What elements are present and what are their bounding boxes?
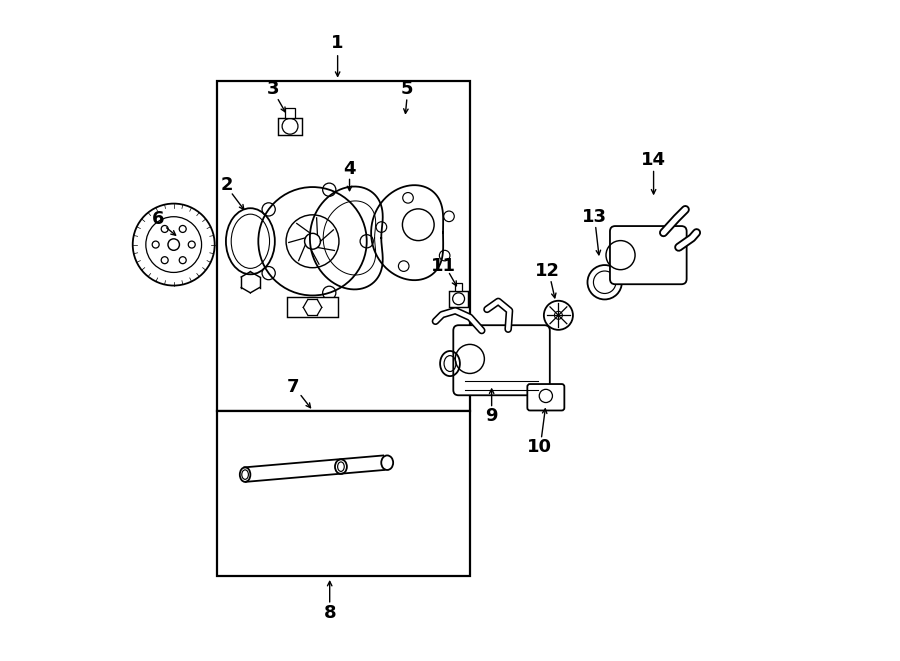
Text: 10: 10	[526, 438, 552, 457]
FancyBboxPatch shape	[527, 384, 564, 410]
Text: 9: 9	[485, 407, 498, 426]
Text: 8: 8	[323, 604, 336, 623]
Text: 14: 14	[641, 151, 666, 169]
Text: 13: 13	[581, 208, 607, 226]
Bar	[285, 108, 294, 118]
Text: 3: 3	[266, 80, 279, 98]
Bar	[217, 81, 470, 411]
Bar	[449, 291, 468, 307]
Text: 5: 5	[400, 80, 413, 98]
Bar	[287, 297, 338, 317]
Text: 12: 12	[536, 262, 561, 280]
FancyBboxPatch shape	[610, 226, 687, 284]
Text: 1: 1	[331, 34, 344, 52]
Text: 2: 2	[220, 176, 233, 194]
Bar	[455, 283, 462, 291]
Text: 6: 6	[151, 210, 164, 229]
FancyBboxPatch shape	[454, 325, 550, 395]
Bar	[217, 411, 470, 576]
Text: 11: 11	[431, 256, 456, 275]
Text: 7: 7	[287, 377, 300, 396]
Bar	[278, 118, 302, 135]
Text: 4: 4	[343, 159, 356, 178]
